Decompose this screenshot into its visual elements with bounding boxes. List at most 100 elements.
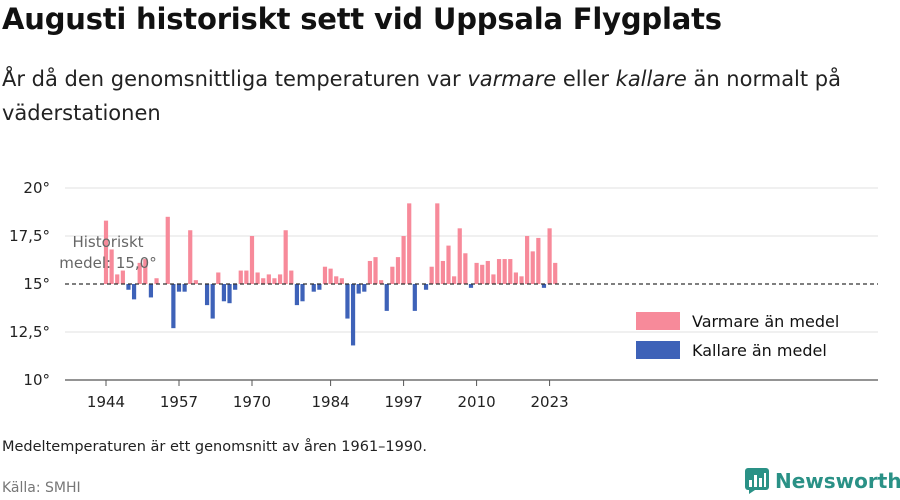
bar-1965 <box>221 284 227 302</box>
bar-2008 <box>463 253 468 284</box>
bar-1947 <box>120 270 125 284</box>
bar-2005 <box>446 245 451 284</box>
y-tick-label: 10° <box>23 371 50 389</box>
bar-1978 <box>294 284 300 306</box>
bar-1983 <box>322 266 328 284</box>
bar-1988 <box>350 284 356 346</box>
bar-1957 <box>176 284 182 292</box>
bar-1959 <box>188 230 193 284</box>
bar-1973 <box>266 274 271 284</box>
bar-2006 <box>452 276 457 284</box>
bar-2011 <box>480 264 485 284</box>
bar-1976 <box>283 230 288 284</box>
bar-1997 <box>401 236 406 284</box>
subtitle-warmer: varmare <box>467 67 557 91</box>
x-tick-label: 1957 <box>160 393 198 411</box>
bar-1955 <box>165 216 170 284</box>
bar-1992 <box>373 257 378 284</box>
subtitle-part1: År då den genomsnittliga temperaturen va… <box>2 67 468 91</box>
baseline-label-line1: Historiskt <box>72 233 143 251</box>
bar-1979 <box>300 284 305 302</box>
bar-2024 <box>553 262 558 284</box>
bar-2013 <box>491 274 496 284</box>
bar-1975 <box>277 274 283 284</box>
bar-1970 <box>249 236 255 284</box>
x-tick-label: 2010 <box>457 393 495 411</box>
bar-1956 <box>171 284 176 329</box>
bar-1945 <box>109 249 114 284</box>
bar-2012 <box>485 260 490 284</box>
bar-2010 <box>474 262 479 284</box>
bar-1948 <box>126 284 131 290</box>
bar-1952 <box>148 284 154 298</box>
y-tick-label: 17,5° <box>9 227 50 245</box>
bar-1946 <box>115 274 120 284</box>
baseline-label-line2: medel: 15,0° <box>59 254 156 272</box>
legend-cold-swatch <box>636 341 680 359</box>
bar-2017 <box>513 272 518 284</box>
bar-2002 <box>429 266 434 284</box>
bar-1944 <box>103 220 109 284</box>
x-tick-label: 1997 <box>385 393 423 411</box>
bar-1968 <box>238 270 243 284</box>
bar-1951 <box>143 259 148 284</box>
brand-logo: Newsworthy <box>745 468 900 494</box>
bar-1963 <box>210 284 215 319</box>
axis-layer: 1944 1957 1970 1984 1997 2010 2023 <box>65 379 878 411</box>
bar-1989 <box>356 284 361 294</box>
bar-1991 <box>367 260 373 284</box>
bar-1960 <box>193 280 198 284</box>
bar-1984 <box>328 268 333 284</box>
bar-layer <box>103 203 558 346</box>
bar-2021 <box>536 237 541 284</box>
y-tick-label: 20° <box>23 179 50 197</box>
bar-2019 <box>525 236 530 284</box>
bar-2014 <box>496 259 502 284</box>
subtitle-part3: än normalt på väderstationen <box>2 67 841 125</box>
chart-title: Augusti historiskt sett vid Uppsala Flyg… <box>2 2 722 36</box>
bar-1949 <box>131 284 137 300</box>
bar-2022 <box>541 284 547 288</box>
brand-name: Newsworthy <box>775 469 900 493</box>
source-credit: Källa: SMHI <box>2 480 81 496</box>
bar-1982 <box>317 284 322 290</box>
bar-1986 <box>339 278 344 284</box>
bar-1969 <box>244 270 249 284</box>
bar-1985 <box>334 276 339 284</box>
subtitle-colder: kallare <box>615 67 687 91</box>
bar-1953 <box>154 278 159 284</box>
bar-1995 <box>390 266 395 284</box>
bar-1964 <box>216 272 221 284</box>
x-tick-label: 2023 <box>530 393 568 411</box>
bar-2003 <box>435 203 440 284</box>
bar-1977 <box>289 270 294 284</box>
y-tick-label: 12,5° <box>9 323 50 341</box>
legend-warm-swatch <box>636 312 680 330</box>
bar-1999 <box>412 284 417 311</box>
bar-1998 <box>407 203 412 284</box>
bar-1990 <box>362 284 367 292</box>
bar-1996 <box>395 257 401 284</box>
legend-cold-label: Kallare än medel <box>692 341 827 360</box>
y-tick-label: 15° <box>23 275 50 293</box>
legend-warm-label: Varmare än medel <box>692 312 839 331</box>
bar-1966 <box>227 284 232 304</box>
bar-1972 <box>261 278 266 284</box>
bar-1981 <box>311 284 316 292</box>
bar-2015 <box>502 259 507 284</box>
bar-2009 <box>468 284 474 288</box>
bar-1994 <box>384 284 389 311</box>
bar-1987 <box>345 284 350 319</box>
bar-2023 <box>547 228 552 284</box>
bar-2016 <box>508 259 513 284</box>
bar-chart: 10° 12,5° 15° 17,5° 20° 1944 1957 1970 1984 1997… <box>9 179 878 411</box>
x-tick-label: 1944 <box>87 393 125 411</box>
bar-1962 <box>204 284 210 306</box>
bar-2020 <box>530 251 535 284</box>
bar-2001 <box>423 284 429 290</box>
bar-2004 <box>440 260 445 284</box>
bar-1993 <box>379 280 384 284</box>
grid-layer: 10° 12,5° 15° 17,5° 20° <box>9 179 878 389</box>
bar-1971 <box>255 272 260 284</box>
bar-1958 <box>182 284 187 292</box>
